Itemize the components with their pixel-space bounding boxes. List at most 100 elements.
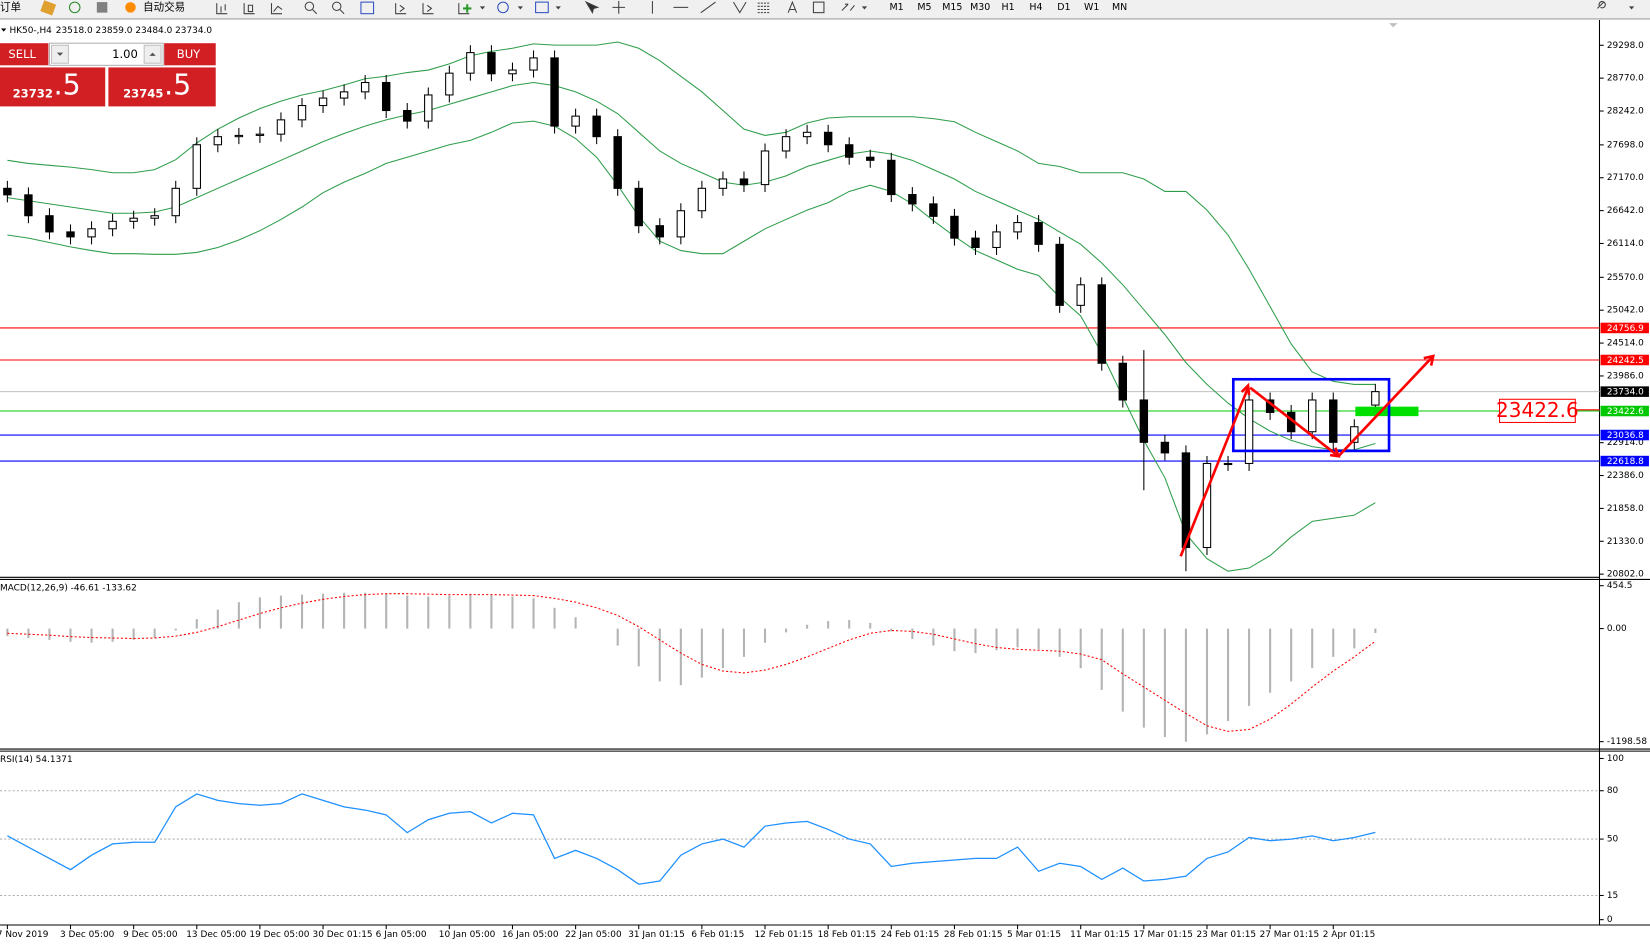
- buy-button[interactable]: [164, 43, 216, 66]
- timeframe-button[interactable]: M30: [970, 2, 990, 13]
- candle-body: [1055, 243, 1064, 306]
- icon[interactable]: [861, 6, 868, 10]
- timeframe-button[interactable]: M1: [889, 2, 903, 13]
- icon[interactable]: [422, 3, 434, 15]
- price-label-box: [1600, 405, 1649, 417]
- y-tick-label: 21330.0: [1607, 537, 1644, 547]
- order-button[interactable]: 订单: [0, 1, 21, 13]
- candle-body: [424, 94, 433, 122]
- icon[interactable]: [96, 2, 108, 13]
- candle-body: [466, 52, 475, 74]
- icon[interactable]: [304, 1, 315, 12]
- candle-body: [508, 69, 517, 75]
- icon[interactable]: [360, 1, 375, 15]
- sell-price: 23732: [13, 86, 53, 100]
- icon[interactable]: [216, 3, 228, 15]
- x-tick-label: 11 Mar 01:15: [1070, 930, 1130, 940]
- icon[interactable]: [535, 1, 549, 14]
- x-tick-label: 27 Mar 01:15: [1260, 930, 1320, 940]
- icon[interactable]: [1597, 1, 1606, 9]
- timeframe-button[interactable]: H4: [1029, 2, 1042, 13]
- icon[interactable]: [458, 3, 470, 15]
- candle-body: [339, 91, 349, 99]
- candle-body: [529, 57, 538, 71]
- icon[interactable]: [1628, 6, 1635, 10]
- candle-body: [971, 237, 980, 248]
- highlight-bar: [1355, 406, 1419, 417]
- y-tick-label: 0.00: [1607, 624, 1627, 634]
- icon[interactable]: [40, 0, 57, 16]
- arrow-head: [1423, 354, 1435, 366]
- candle-body: [297, 105, 307, 121]
- icon[interactable]: [757, 2, 771, 14]
- chart-frame: [0, 20, 1650, 926]
- candle-body: [1118, 362, 1128, 401]
- y-tick-label: 22386.0: [1607, 471, 1644, 481]
- icon[interactable]: [812, 1, 825, 14]
- candle-body: [1076, 284, 1085, 306]
- icon[interactable]: [584, 0, 600, 15]
- candle-body: [1202, 462, 1212, 549]
- sell-price-box[interactable]: [0, 67, 106, 107]
- candle-body: [1244, 399, 1254, 465]
- icon[interactable]: [517, 6, 523, 10]
- candle-body: [592, 115, 601, 138]
- price-label: 24756.9: [1607, 324, 1644, 334]
- candle-body: [45, 215, 54, 233]
- icon[interactable]: [555, 6, 561, 10]
- icon[interactable]: [787, 0, 798, 13]
- icon[interactable]: [841, 3, 855, 11]
- icon[interactable]: [339, 9, 345, 15]
- dropdown-arrows[interactable]: [479, 6, 1635, 10]
- auto-trading-button[interactable]: 自动交易: [143, 0, 185, 13]
- y-tick-label: 23986.0: [1607, 371, 1644, 381]
- icon[interactable]: [463, 4, 472, 13]
- icon[interactable]: [68, 1, 81, 14]
- icon[interactable]: [395, 3, 407, 15]
- y-tick-label: 25570.0: [1607, 273, 1644, 283]
- candle-body: [213, 136, 223, 146]
- lot-field[interactable]: [48, 42, 164, 66]
- icon[interactable]: [243, 3, 255, 15]
- icon[interactable]: [479, 6, 486, 10]
- y-tick-label: 15: [1607, 891, 1618, 901]
- lot-value[interactable]: 1.00: [112, 47, 138, 61]
- buy-price-box[interactable]: [108, 67, 216, 107]
- timeframe-button[interactable]: MN: [1112, 2, 1127, 13]
- x-tick-label: 23 Mar 01:15: [1196, 930, 1256, 940]
- icon[interactable]: [497, 1, 509, 14]
- icon[interactable]: [612, 1, 626, 14]
- arrow: [1249, 386, 1340, 458]
- candle-body: [1181, 452, 1191, 549]
- candle-body: [129, 217, 138, 222]
- icon[interactable]: [125, 2, 136, 13]
- candle-body: [676, 210, 686, 238]
- candle-body: [718, 178, 728, 189]
- timeframe-button[interactable]: H1: [1002, 2, 1015, 13]
- timeframe-button[interactable]: W1: [1084, 2, 1099, 13]
- candle-body: [781, 136, 791, 152]
- timeframe-button[interactable]: M5: [917, 2, 931, 13]
- x-tick-label: 19 Dec 05:00: [249, 930, 309, 940]
- icon[interactable]: [732, 1, 747, 14]
- candle-body: [381, 81, 391, 112]
- x-tick-label: 6 Jan 05:00: [376, 930, 427, 940]
- x-tick-label: 24 Feb 01:15: [881, 930, 940, 940]
- y-tick-label: 26642.0: [1607, 206, 1644, 216]
- price-label-box: [1600, 386, 1649, 397]
- buy-label: BUY: [177, 47, 201, 61]
- y-tick-label: 25042.0: [1607, 306, 1644, 316]
- icon[interactable]: [331, 1, 342, 12]
- y-tick-label: 20802.0: [1607, 570, 1644, 580]
- x-tick-label: 18 Feb 01:15: [818, 930, 877, 940]
- icon[interactable]: [270, 3, 283, 15]
- icon[interactable]: [700, 1, 716, 14]
- tool-icons[interactable]: [216, 0, 1606, 15]
- timeframe-button[interactable]: M15: [942, 2, 962, 13]
- sell-button[interactable]: [0, 43, 49, 66]
- timeframe-button[interactable]: D1: [1057, 2, 1070, 13]
- candle-body: [255, 133, 265, 136]
- candle-body: [908, 194, 917, 205]
- icon[interactable]: [312, 9, 318, 15]
